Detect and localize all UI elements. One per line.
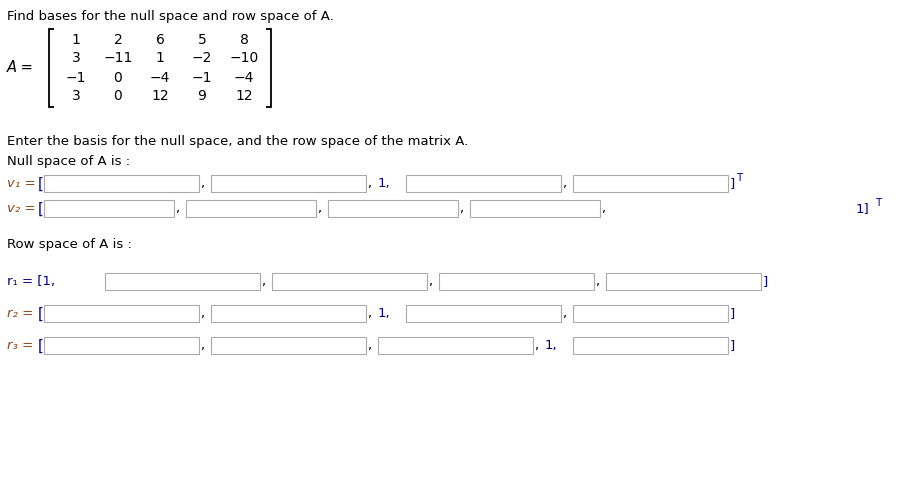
- Text: T: T: [736, 173, 742, 183]
- Text: ,: ,: [200, 177, 205, 190]
- Bar: [44, 305, 199, 322]
- Text: ]: ]: [730, 177, 735, 190]
- Text: ,: ,: [367, 177, 371, 190]
- Text: ,: ,: [459, 202, 463, 215]
- Bar: [211, 337, 366, 354]
- Text: 1: 1: [71, 32, 80, 46]
- Text: ,: ,: [562, 177, 566, 190]
- Bar: [573, 175, 728, 192]
- Bar: [44, 200, 174, 217]
- Bar: [272, 273, 427, 290]
- Bar: [105, 273, 260, 290]
- Text: Find bases for the null space and row space of A.: Find bases for the null space and row sp…: [7, 10, 334, 23]
- Text: ,: ,: [175, 202, 179, 215]
- Bar: [44, 337, 199, 354]
- Text: A =: A =: [7, 60, 34, 75]
- Text: ]: ]: [763, 275, 768, 288]
- Bar: [378, 337, 533, 354]
- Bar: [211, 305, 366, 322]
- Text: 12: 12: [152, 89, 169, 103]
- Text: −2: −2: [192, 52, 212, 66]
- Bar: [406, 175, 561, 192]
- Text: 0: 0: [113, 89, 122, 103]
- Bar: [573, 337, 728, 354]
- Text: [: [: [38, 177, 44, 192]
- Text: 1]: 1]: [856, 202, 870, 215]
- Text: 2: 2: [113, 32, 122, 46]
- Text: ]: ]: [730, 307, 735, 320]
- Bar: [211, 175, 366, 192]
- Text: [: [: [38, 307, 44, 322]
- Text: 9: 9: [197, 89, 206, 103]
- Text: ,: ,: [200, 307, 205, 320]
- Text: −10: −10: [229, 52, 258, 66]
- Text: [: [: [38, 202, 44, 217]
- Bar: [44, 175, 199, 192]
- Text: ,: ,: [562, 307, 566, 320]
- Text: −1: −1: [66, 71, 86, 85]
- Text: r₃ =: r₃ =: [7, 339, 33, 352]
- Text: ,: ,: [601, 202, 605, 215]
- Bar: [186, 200, 316, 217]
- Bar: [406, 305, 561, 322]
- Text: ,: ,: [261, 275, 265, 288]
- Bar: [573, 305, 728, 322]
- Text: T: T: [875, 198, 881, 208]
- Text: ]: ]: [730, 339, 735, 352]
- Text: Null space of A is :: Null space of A is :: [7, 155, 131, 168]
- Text: ,: ,: [200, 339, 205, 352]
- Text: 12: 12: [236, 89, 253, 103]
- Text: Row space of A is :: Row space of A is :: [7, 238, 131, 251]
- Text: ,: ,: [367, 307, 371, 320]
- Text: −4: −4: [150, 71, 170, 85]
- Text: 1,: 1,: [378, 307, 391, 320]
- Text: ,: ,: [595, 275, 599, 288]
- Text: −11: −11: [103, 52, 132, 66]
- Text: r₁ = [1,: r₁ = [1,: [7, 275, 55, 288]
- Text: 5: 5: [197, 32, 206, 46]
- Text: 3: 3: [71, 89, 80, 103]
- Bar: [606, 273, 761, 290]
- Bar: [328, 200, 458, 217]
- Text: 0: 0: [113, 71, 122, 85]
- Text: −1: −1: [192, 71, 212, 85]
- Text: −4: −4: [234, 71, 254, 85]
- Text: [: [: [38, 339, 44, 354]
- Text: 1,: 1,: [545, 339, 558, 352]
- Text: 1: 1: [155, 52, 164, 66]
- Text: ,: ,: [534, 339, 538, 352]
- Text: 8: 8: [239, 32, 248, 46]
- Text: 3: 3: [71, 52, 80, 66]
- Bar: [439, 273, 594, 290]
- Text: 1,: 1,: [378, 177, 391, 190]
- Text: ,: ,: [317, 202, 321, 215]
- Text: v₁ =: v₁ =: [7, 177, 36, 190]
- Text: ,: ,: [367, 339, 371, 352]
- Bar: [470, 200, 600, 217]
- Text: Enter the basis for the null space, and the row space of the matrix A.: Enter the basis for the null space, and …: [7, 135, 468, 148]
- Text: r₂ =: r₂ =: [7, 307, 33, 320]
- Text: v₂ =: v₂ =: [7, 202, 36, 215]
- Text: ,: ,: [428, 275, 432, 288]
- Text: 6: 6: [155, 32, 164, 46]
